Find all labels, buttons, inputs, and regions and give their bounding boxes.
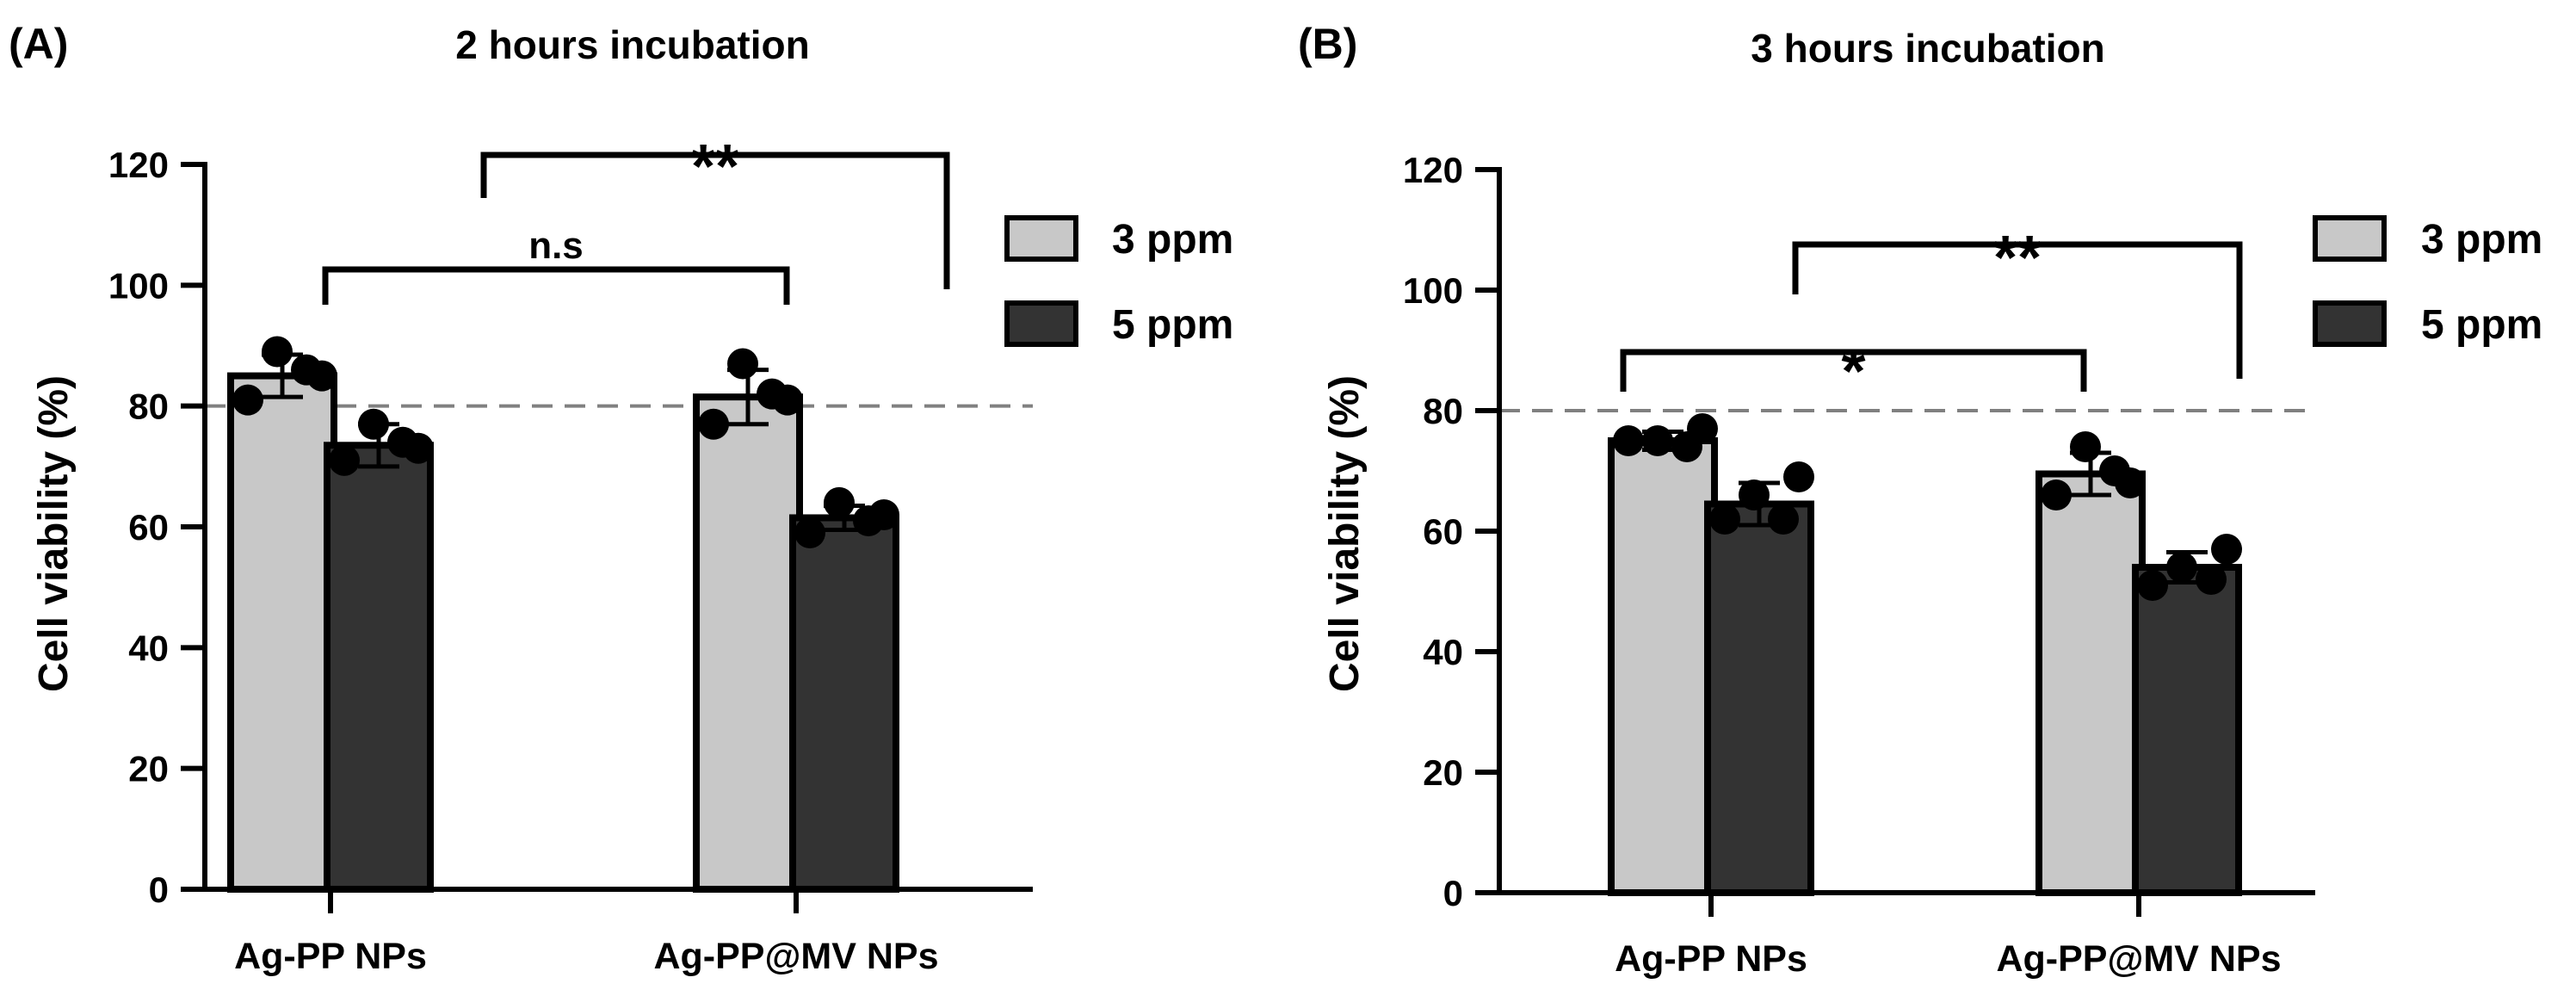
y-axis-label: Cell viability (%) bbox=[31, 375, 77, 692]
bar bbox=[2132, 564, 2242, 896]
data-point bbox=[232, 384, 263, 416]
significance-bracket bbox=[322, 266, 790, 305]
significance-bracket bbox=[480, 152, 950, 289]
data-point bbox=[1783, 461, 1814, 492]
legend: 3 ppm 5 ppm bbox=[1004, 215, 1233, 348]
axes bbox=[1497, 167, 2315, 917]
data-point bbox=[868, 498, 899, 530]
y-axis-label: Cell viability (%) bbox=[1322, 375, 1368, 692]
legend-swatch-3ppm bbox=[1004, 215, 1078, 262]
axes bbox=[202, 162, 1033, 913]
bar bbox=[1704, 500, 1814, 896]
y-tick-label: 80 bbox=[1423, 391, 1463, 431]
panel-b: (B) 3 hours incubation Cell viability (%… bbox=[1298, 20, 2542, 980]
data-point bbox=[329, 444, 360, 476]
category-label: Ag-PP@MV NPs bbox=[653, 936, 938, 977]
data-point bbox=[2070, 431, 2101, 462]
category-label: Ag-PP@MV NPs bbox=[1996, 938, 2281, 980]
chart-title: 2 hours incubation bbox=[455, 22, 809, 67]
data-point bbox=[306, 360, 337, 392]
significance-layer: n.s ** bbox=[322, 133, 950, 305]
data-point bbox=[1613, 425, 1644, 456]
significance-label: n.s bbox=[528, 225, 584, 267]
y-tick-label: 120 bbox=[1403, 150, 1463, 190]
panel-label: (B) bbox=[1298, 20, 1357, 68]
data-point bbox=[772, 384, 803, 416]
data-point bbox=[1709, 504, 1740, 535]
data-point bbox=[824, 486, 855, 518]
significance-bracket bbox=[1620, 349, 2087, 392]
y-ticks: 0 20 40 60 80 100 120 bbox=[108, 145, 205, 910]
bar bbox=[2035, 470, 2146, 896]
chart-title: 3 hours incubation bbox=[1751, 26, 2104, 71]
legend-swatch-3ppm bbox=[2313, 215, 2387, 262]
data-point bbox=[2115, 467, 2146, 498]
y-tick-label: 120 bbox=[108, 145, 169, 185]
legend: 3 ppm 5 ppm bbox=[2313, 215, 2542, 348]
bar bbox=[693, 393, 803, 893]
y-tick-label: 40 bbox=[128, 628, 169, 668]
significance-label: ** bbox=[1993, 224, 2042, 293]
category-label: Ag-PP NPs bbox=[234, 936, 427, 977]
data-point bbox=[2196, 564, 2227, 595]
legend-label: 5 ppm bbox=[2421, 302, 2542, 348]
bar bbox=[227, 372, 337, 894]
y-ticks: 0 20 40 60 80 100 120 bbox=[1403, 150, 1499, 913]
bar bbox=[324, 442, 434, 893]
data-point bbox=[403, 432, 434, 464]
legend-label: 3 ppm bbox=[1112, 217, 1233, 263]
panel-label: (A) bbox=[9, 20, 68, 68]
data-point bbox=[727, 348, 758, 380]
legend-swatch-5ppm bbox=[1004, 300, 1078, 347]
bar bbox=[1608, 437, 1718, 896]
data-point bbox=[2137, 570, 2168, 601]
y-tick-label: 20 bbox=[1423, 752, 1463, 793]
significance-label: ** bbox=[691, 133, 739, 201]
data-point bbox=[698, 408, 729, 440]
legend-label: 3 ppm bbox=[2421, 217, 2542, 263]
data-point bbox=[2166, 552, 2197, 583]
data-point bbox=[1768, 504, 1799, 535]
y-tick-label: 60 bbox=[1423, 511, 1463, 552]
data-point bbox=[1739, 479, 1770, 510]
significance-layer: *** bbox=[1620, 224, 2243, 406]
data-point bbox=[358, 408, 389, 440]
y-tick-label: 0 bbox=[149, 869, 169, 910]
y-tick-label: 100 bbox=[108, 265, 169, 306]
data-point bbox=[2041, 479, 2072, 510]
data-point bbox=[262, 336, 293, 368]
y-tick-label: 60 bbox=[128, 507, 169, 547]
legend-label: 5 ppm bbox=[1112, 302, 1233, 348]
bars-layer bbox=[1608, 413, 2242, 896]
data-point bbox=[1642, 425, 1673, 456]
data-point bbox=[1687, 413, 1718, 444]
legend-swatch-5ppm bbox=[2313, 300, 2387, 347]
y-tick-label: 20 bbox=[128, 749, 169, 789]
data-point bbox=[2211, 534, 2242, 565]
bar bbox=[789, 514, 899, 893]
data-point bbox=[794, 517, 825, 549]
category-label: Ag-PP NPs bbox=[1615, 938, 1807, 980]
significance-label: * bbox=[1841, 337, 1865, 406]
bars-layer bbox=[227, 336, 899, 894]
significance-bracket bbox=[1792, 241, 2243, 379]
y-tick-label: 100 bbox=[1403, 270, 1463, 311]
y-tick-label: 80 bbox=[128, 387, 169, 427]
y-tick-label: 40 bbox=[1423, 632, 1463, 672]
y-tick-label: 0 bbox=[1443, 873, 1463, 913]
panel-a: (A) 2 hours incubation Cell viability (%… bbox=[9, 20, 1233, 977]
